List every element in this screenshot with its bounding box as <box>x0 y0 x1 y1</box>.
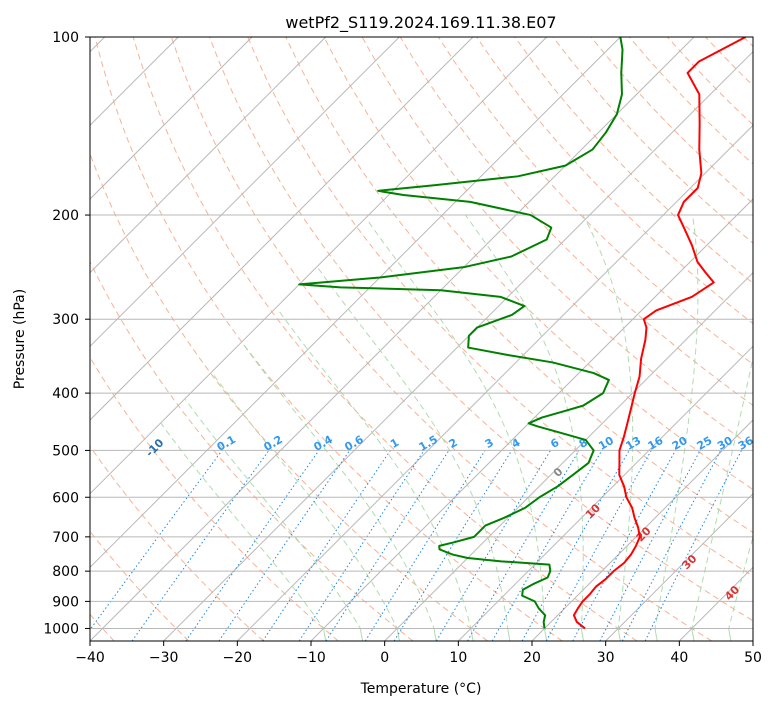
y-tick-label: 400 <box>52 386 79 402</box>
x-tick-label: 20 <box>523 650 541 666</box>
x-tick-label: 30 <box>597 650 615 666</box>
mixing-ratio-line <box>644 450 742 641</box>
y-tick-label: 800 <box>52 564 79 580</box>
mixing-ratio-line <box>298 450 425 641</box>
dry-adiabat-line <box>90 260 414 641</box>
y-tick-label: 1000 <box>43 621 79 637</box>
mixing-ratio-lines <box>90 450 742 641</box>
mixing-ratio-line <box>218 450 351 641</box>
moist-adiabat-line <box>691 355 753 641</box>
y-tick-label: 600 <box>52 490 79 506</box>
y-tick-label: 100 <box>52 30 79 46</box>
isotherm-line <box>90 37 548 495</box>
dry-adiabat-line <box>90 445 264 641</box>
moist-adiabat-line <box>728 534 753 641</box>
dry-adiabat-line <box>209 37 753 622</box>
chart-title: wetPf2_S119.2024.169.11.38.E07 <box>285 13 556 33</box>
x-tick-label: −40 <box>75 650 105 666</box>
dry-adiabat-line <box>94 37 563 641</box>
mixing-ratio-line <box>90 450 223 631</box>
mixing-ratio-line <box>262 450 391 641</box>
isotherm-line <box>90 37 400 348</box>
moist-adiabats <box>160 214 753 641</box>
mixing-ratio-label: 36 <box>736 434 756 453</box>
moist-adiabat-line <box>317 266 511 641</box>
y-tick-label: 200 <box>52 208 79 224</box>
x-axis-title: Temperature (°C) <box>360 681 482 697</box>
isotherm-line <box>457 345 753 641</box>
y-tick-label: 900 <box>52 594 79 610</box>
x-tick-label: −20 <box>223 650 253 666</box>
x-tick-label: −10 <box>296 650 326 666</box>
y-axis: 100 200 300 400 500 600 700 800 900 1000 <box>43 30 90 637</box>
moist-adiabat-line <box>278 310 474 641</box>
moist-adiabat-line <box>160 423 327 641</box>
dry-adiabat-line <box>514 37 753 284</box>
mixing-ratio-line <box>521 450 630 641</box>
y-tick-label: 300 <box>52 312 79 328</box>
x-tick-label: 50 <box>744 650 762 666</box>
moist-adiabat-line <box>367 221 548 641</box>
mixing-ratio-line <box>393 450 513 641</box>
isotherm-line <box>90 37 474 421</box>
moist-adiabat-line <box>211 372 400 641</box>
moist-adiabat-line <box>654 214 699 641</box>
x-axis: −40 −30 −20 −10 0 10 20 30 40 50 <box>75 641 762 666</box>
isotherm-line <box>236 124 753 641</box>
x-tick-label: 40 <box>670 650 688 666</box>
isotherm-line <box>90 37 621 569</box>
dry-adiabat-line <box>132 37 638 641</box>
dry-adiabat-line <box>90 356 339 641</box>
temperature-profile-line <box>572 37 747 630</box>
dry-adiabat-line <box>170 37 712 641</box>
isotherm-line <box>163 50 753 641</box>
dry-adiabats <box>90 37 753 641</box>
isotherm-line <box>90 37 327 274</box>
x-tick-label: 10 <box>449 650 467 666</box>
y-tick-label: 500 <box>52 443 79 459</box>
dewpoint-profile-line <box>298 37 624 629</box>
mixing-ratio-line <box>131 450 270 641</box>
moist-adiabat-line <box>465 214 585 641</box>
plot-frame <box>89 36 754 642</box>
isotherm-line <box>90 37 253 200</box>
mixing-ratio-line <box>545 450 652 641</box>
x-tick-label: 0 <box>380 650 389 666</box>
mixing-ratio-line <box>572 450 676 641</box>
isotherm-line <box>90 37 695 641</box>
dry-adiabat-line <box>323 37 753 491</box>
x-tick-label: −30 <box>149 650 179 666</box>
y-tick-label: 700 <box>52 530 79 546</box>
mixing-ratio-line <box>621 450 722 641</box>
dry-adiabat-line <box>247 37 753 577</box>
isotherm-line <box>605 492 753 641</box>
dry-adiabat-line <box>476 37 753 325</box>
moist-adiabat-line <box>242 343 437 641</box>
mixing-ratio-line <box>185 450 320 641</box>
isotherm-line <box>531 419 753 641</box>
dry-adiabat-line <box>285 37 753 534</box>
sounding-profiles <box>298 37 747 630</box>
y-axis-title: Pressure (hPa) <box>12 289 28 389</box>
mixing-ratio-line <box>325 450 450 641</box>
isotherm-line <box>384 271 753 641</box>
pressure-grid <box>90 37 753 629</box>
